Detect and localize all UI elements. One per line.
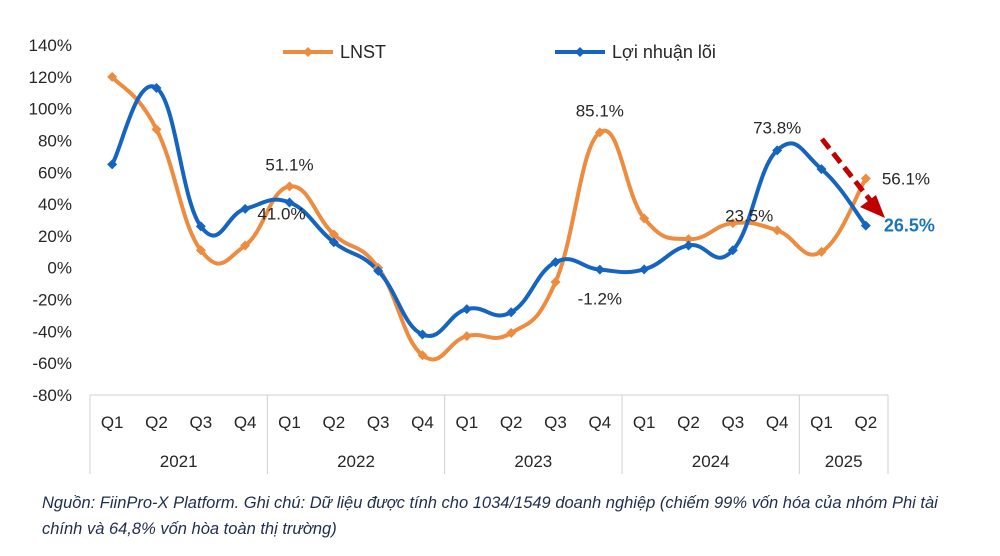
data-point bbox=[417, 350, 428, 361]
x-tick-label: Q4 bbox=[411, 413, 434, 432]
y-tick-label: -40% bbox=[32, 322, 72, 341]
legend-marker bbox=[575, 47, 585, 57]
data-point bbox=[816, 164, 827, 175]
x-tick-label: Q2 bbox=[500, 413, 523, 432]
data-point bbox=[107, 159, 118, 170]
data-point bbox=[772, 145, 783, 156]
data-point bbox=[594, 264, 605, 275]
chart-series-markers bbox=[107, 71, 871, 361]
y-tick-label: 40% bbox=[38, 195, 72, 214]
data-point bbox=[151, 82, 162, 93]
data-point bbox=[461, 331, 472, 342]
data-point bbox=[461, 304, 472, 315]
data-label: 41.0% bbox=[257, 205, 305, 224]
x-tick-label: Q4 bbox=[234, 413, 257, 432]
y-tick-label: 60% bbox=[38, 163, 72, 182]
data-point bbox=[107, 71, 118, 82]
x-tick-label: Q2 bbox=[322, 413, 345, 432]
year-label: 2024 bbox=[692, 452, 730, 471]
data-point bbox=[195, 221, 206, 232]
data-point bbox=[506, 327, 517, 338]
y-tick-label: -80% bbox=[32, 386, 72, 405]
year-label: 2023 bbox=[514, 452, 552, 471]
y-tick-label: 120% bbox=[29, 68, 72, 87]
data-point bbox=[639, 213, 650, 224]
chart-legend: LNST Lợi nhuận lõi bbox=[283, 42, 716, 62]
data-point bbox=[683, 240, 694, 251]
data-label: -1.2% bbox=[578, 290, 622, 309]
data-point bbox=[727, 245, 738, 256]
x-tick-label: Q3 bbox=[367, 413, 390, 432]
x-tick-label: Q1 bbox=[278, 413, 301, 432]
legend-label: Lợi nhuận lõi bbox=[612, 42, 716, 62]
data-point bbox=[860, 220, 871, 231]
x-tick-label: Q3 bbox=[189, 413, 212, 432]
x-tick-label: Q4 bbox=[766, 413, 789, 432]
x-tick-label: Q3 bbox=[544, 413, 567, 432]
data-point bbox=[284, 197, 295, 208]
y-tick-label: -60% bbox=[32, 354, 72, 373]
data-point bbox=[328, 229, 339, 240]
legend-marker bbox=[303, 47, 313, 57]
data-point bbox=[240, 240, 251, 251]
legend-label: LNST bbox=[340, 42, 386, 62]
data-label: 26.5% bbox=[884, 216, 935, 236]
x-tick-label: Q2 bbox=[145, 413, 168, 432]
data-point bbox=[417, 329, 428, 340]
trend-arrow-shaft bbox=[820, 137, 872, 202]
data-point bbox=[506, 307, 517, 318]
x-tick-label: Q2 bbox=[854, 413, 877, 432]
data-point bbox=[639, 264, 650, 275]
data-point bbox=[328, 237, 339, 248]
x-tick-label: Q1 bbox=[101, 413, 124, 432]
y-tick-label: -20% bbox=[32, 291, 72, 310]
y-tick-label: 140% bbox=[29, 36, 72, 55]
data-label: 56.1% bbox=[882, 169, 930, 188]
trend-arrow-head bbox=[860, 195, 885, 218]
x-tick-label: Q3 bbox=[721, 413, 744, 432]
data-point bbox=[284, 181, 295, 192]
y-tick-label: 80% bbox=[38, 131, 72, 150]
series-line-1 bbox=[110, 84, 868, 339]
year-label: 2025 bbox=[825, 452, 863, 471]
chart-annotations: 51.1% 41.0% 85.1% -1.2% 73.8% 23.5% 56.1% 26.5% bbox=[257, 101, 934, 308]
data-point bbox=[240, 203, 251, 214]
line-chart: 140% 120% 100% 80% 60% 40% 20% 0% -20% -40% -60% -8… bbox=[29, 36, 935, 474]
data-point bbox=[151, 124, 162, 135]
data-point bbox=[772, 225, 783, 236]
data-point bbox=[816, 246, 827, 257]
data-point bbox=[195, 245, 206, 256]
x-tick-label: Q2 bbox=[677, 413, 700, 432]
chart-axes: 140% 120% 100% 80% 60% 40% 20% 0% -20% -40% -60% -8… bbox=[29, 36, 889, 474]
x-tick-label: Q1 bbox=[810, 413, 833, 432]
year-label: 2021 bbox=[160, 452, 198, 471]
y-tick-label: 0% bbox=[47, 259, 72, 278]
data-point bbox=[683, 234, 694, 245]
source-note: Nguồn: FiinPro-X Platform. Ghi chú: Dữ l… bbox=[42, 494, 938, 538]
data-point bbox=[550, 257, 561, 268]
data-point bbox=[550, 277, 561, 288]
x-tick-label: Q1 bbox=[633, 413, 656, 432]
data-label: 73.8% bbox=[753, 118, 801, 137]
x-tick-label: Q4 bbox=[588, 413, 611, 432]
data-label: 51.1% bbox=[265, 155, 313, 174]
y-tick-label: 100% bbox=[29, 100, 72, 119]
data-label: 85.1% bbox=[576, 101, 624, 120]
data-point bbox=[727, 218, 738, 229]
data-point bbox=[860, 173, 871, 184]
data-point bbox=[373, 265, 384, 276]
data-point bbox=[594, 127, 605, 138]
year-label: 2022 bbox=[337, 452, 375, 471]
trend-arrow bbox=[820, 137, 885, 218]
y-tick-label: 20% bbox=[38, 227, 72, 246]
x-tick-label: Q1 bbox=[455, 413, 478, 432]
data-label: 23.5% bbox=[725, 206, 773, 225]
